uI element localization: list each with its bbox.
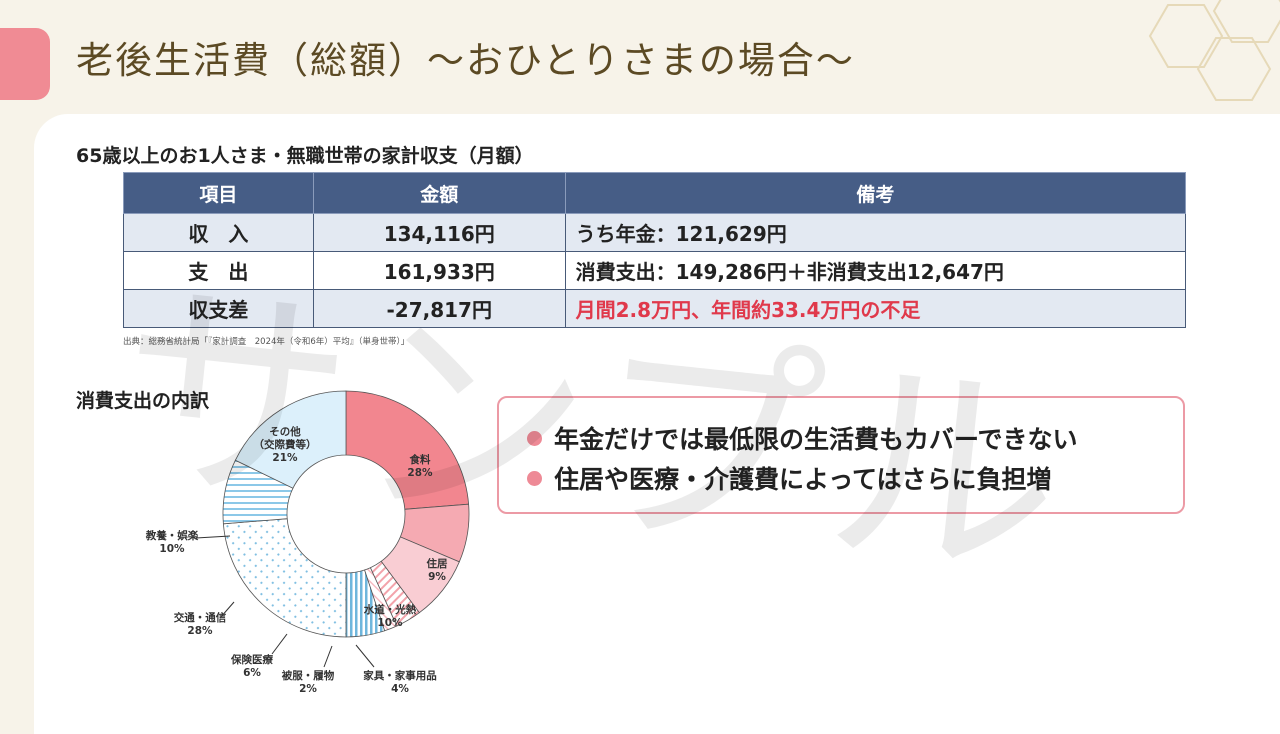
table-row-income: 収 入 134,116円 うち年金：121,629円 [123, 213, 1187, 252]
slice-category: 保険医療 [231, 654, 273, 666]
donut-slice [222, 518, 347, 638]
household-budget-table: 項目 金額 備考 収 入 134,116円 うち年金：121,629円 支 出 … [123, 172, 1187, 328]
row-item: 収 入 [123, 213, 314, 252]
slice-category: 食料 [409, 454, 431, 466]
slice-category: 家具・家事用品 [363, 670, 437, 682]
slice-value: 9% [428, 571, 446, 583]
column-header-note: 備考 [564, 172, 1187, 214]
title-accent-tab [0, 28, 50, 100]
slice-value: 10% [159, 543, 185, 555]
bullet-dot-icon [527, 470, 542, 486]
slice-label: 水道・光熱 10% [364, 604, 417, 630]
donut-slice [345, 390, 470, 510]
row-amount: 161,933円 [312, 251, 566, 290]
slice-value: 6% [243, 667, 261, 679]
slice-leader-line [355, 644, 375, 668]
key-point-item: 住居や医療・介護費によってはさらに負担増 [527, 460, 1052, 496]
slice-label: 食料 28% [407, 454, 432, 480]
donut-chart-svg [195, 390, 470, 668]
slice-category: 交通・通信 [173, 612, 227, 624]
expense-donut-chart: 食料 28% 住居 9% 水道・光熱 10% 家具・家事用品 4% 被服・履物 2% 保険医療 6% 交… [120, 382, 480, 702]
table-row-balance: 収支差 -27,817円 月間2.8万円、年間約33.4万円の不足 [123, 289, 1187, 328]
slice-category: 教養・娯楽 [145, 530, 199, 542]
key-point-text: 住居や医療・介護費によってはさらに負担増 [554, 465, 1052, 494]
slice-value: 10% [377, 617, 403, 629]
slice-label: 家具・家事用品 4% [363, 670, 437, 696]
slice-label: 交通・通信 28% [174, 612, 227, 638]
slice-category: 住居 [426, 558, 448, 570]
column-header-item: 項目 [123, 172, 314, 214]
row-item: 収支差 [123, 289, 314, 328]
breakdown-heading: 消費支出の内訳 [76, 390, 210, 412]
row-amount: 134,116円 [312, 213, 566, 252]
table-heading: 65歳以上のお1人さま・無職世帯の家計収支（月額） [76, 145, 534, 167]
slice-leader-line [323, 645, 333, 668]
row-amount: -27,817円 [312, 289, 566, 328]
slice-category: 被服・履物 [281, 670, 335, 682]
table-row-expense: 支 出 161,933円 消費支出：149,286円＋非消費支出12,647円 [123, 251, 1187, 290]
slice-leader-line [195, 535, 231, 539]
column-header-amount: 金額 [312, 172, 566, 214]
slice-value: 2% [299, 683, 317, 695]
row-note: うち年金：121,629円 [564, 213, 1187, 252]
slice-category: 水道・光熱 [363, 604, 417, 616]
key-point-text: 年金だけでは最低限の生活費もカバーできない [554, 425, 1078, 454]
slice-value: 28% [187, 625, 213, 637]
row-note: 消費支出：149,286円＋非消費支出12,647円 [564, 251, 1187, 290]
source-citation: 出典：総務省統計局「『家計調査 2024年（令和6年）平均』（単身世帯）」 [123, 337, 410, 347]
slice-category-detail: （交際費等） [253, 439, 317, 451]
row-item: 支 出 [123, 251, 314, 290]
slide-title: 老後生活費（総額）〜おひとりさまの場合〜 [76, 39, 855, 82]
key-point-item: 年金だけでは最低限の生活費もカバーできない [527, 420, 1078, 456]
slice-value: 28% [407, 467, 433, 479]
hexagon-decoration [1148, 0, 1280, 101]
donut-slice [234, 390, 347, 489]
slice-label: 教養・娯楽 10% [146, 530, 199, 556]
row-note-shortfall: 月間2.8万円、年間約33.4万円の不足 [564, 289, 1187, 328]
slice-label: 被服・履物 2% [282, 670, 335, 696]
slice-category: その他 [269, 426, 301, 438]
bullet-dot-icon [527, 430, 542, 446]
slice-label: 保険医療 6% [231, 654, 273, 680]
slice-value: 4% [391, 683, 409, 695]
slice-label: その他 （交際費等） 21% [254, 426, 317, 465]
slice-leader-line [271, 633, 288, 655]
slice-value: 21% [272, 452, 298, 464]
key-points-callout: 年金だけでは最低限の生活費もカバーできない 住居や医療・介護費によってはさらに負… [497, 396, 1185, 514]
slice-label: 住居 9% [427, 558, 448, 584]
slice-leader-line [219, 601, 235, 619]
